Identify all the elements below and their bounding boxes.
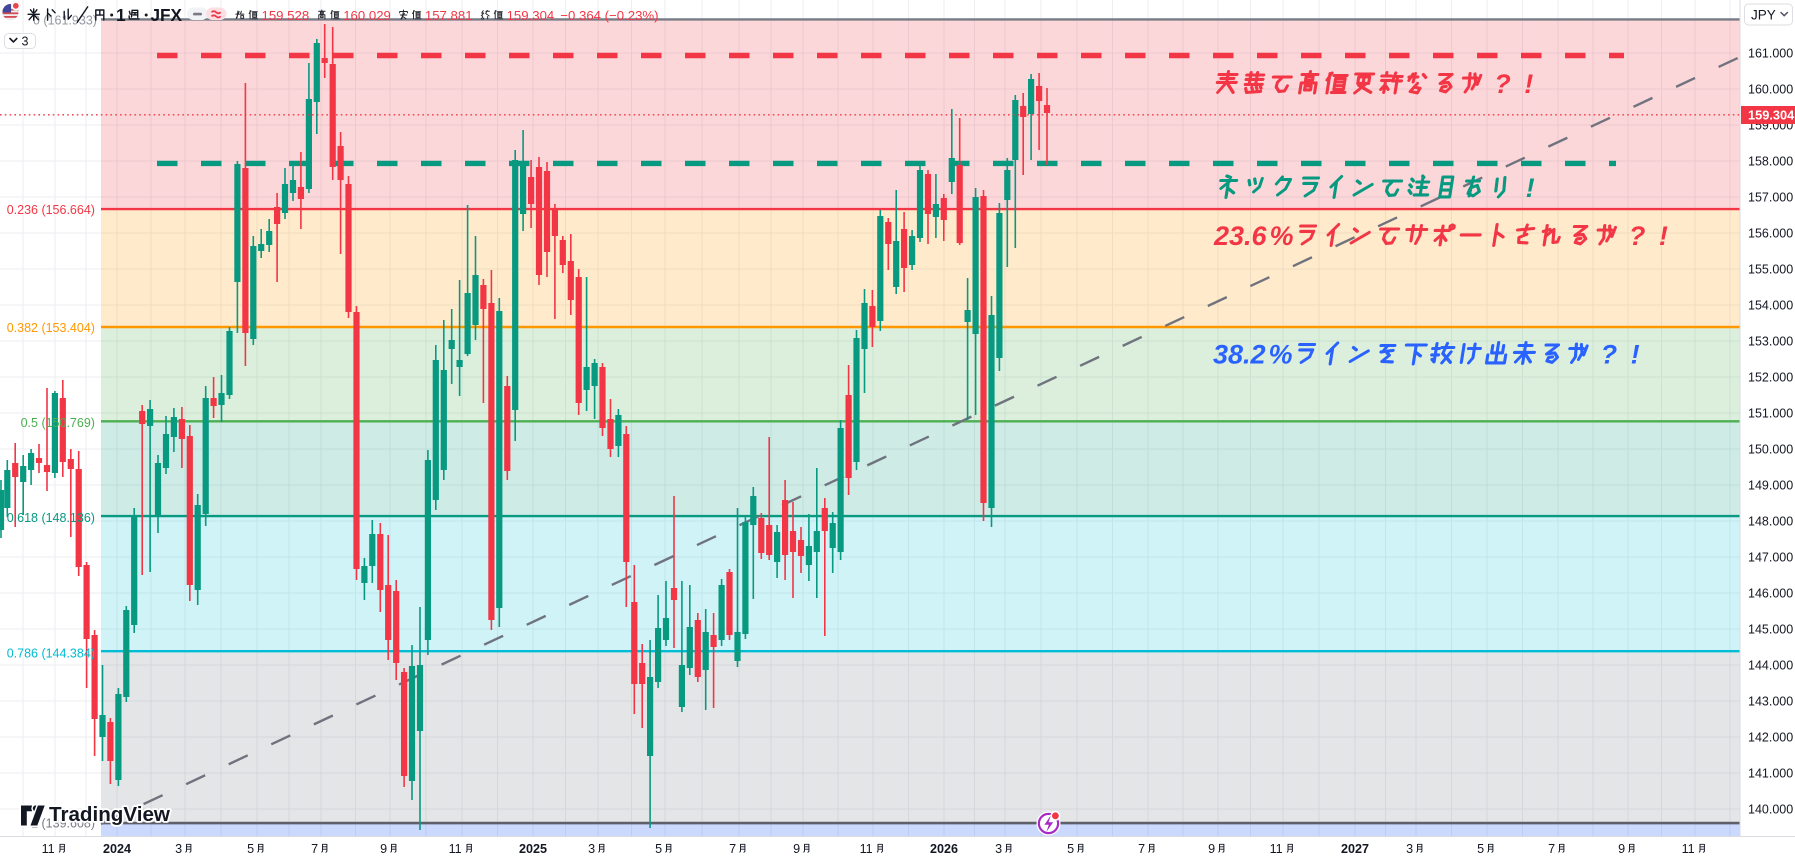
svg-text:159.528: 159.528 xyxy=(262,8,310,23)
svg-text:!: ! xyxy=(1526,173,1535,203)
svg-text:11: 11 xyxy=(42,842,55,856)
svg-text:?: ? xyxy=(1494,69,1511,99)
svg-text:3: 3 xyxy=(175,842,182,856)
svg-text:2026: 2026 xyxy=(930,842,958,856)
svg-text:9: 9 xyxy=(793,842,800,856)
svg-text:159.304: 159.304 xyxy=(507,8,555,23)
svg-text:146.000: 146.000 xyxy=(1748,586,1793,600)
svg-text:155.000: 155.000 xyxy=(1748,262,1793,276)
svg-text:?: ? xyxy=(1601,340,1618,370)
svg-text:149.000: 149.000 xyxy=(1748,478,1793,492)
svg-text:142.000: 142.000 xyxy=(1748,730,1793,744)
svg-text:11: 11 xyxy=(449,842,462,856)
svg-text:154.000: 154.000 xyxy=(1748,298,1793,312)
svg-text:1 (139.608): 1 (139.608) xyxy=(31,817,95,831)
svg-text:143.000: 143.000 xyxy=(1748,694,1793,708)
svg-text:3: 3 xyxy=(995,842,1002,856)
svg-text:153.000: 153.000 xyxy=(1748,334,1793,348)
svg-text:11: 11 xyxy=(1682,842,1695,856)
svg-text:!: ! xyxy=(1524,69,1533,99)
svg-text:9: 9 xyxy=(1208,842,1215,856)
svg-text:144.000: 144.000 xyxy=(1748,658,1793,672)
svg-text:?: ? xyxy=(1629,221,1646,251)
svg-text:2025: 2025 xyxy=(519,842,547,856)
svg-text:160.029: 160.029 xyxy=(343,8,391,23)
svg-text:140.000: 140.000 xyxy=(1748,802,1793,816)
svg-text:JPY: JPY xyxy=(1751,8,1776,23)
svg-text:151.000: 151.000 xyxy=(1748,406,1793,420)
svg-text:9: 9 xyxy=(1618,842,1625,856)
svg-text:%: % xyxy=(1269,340,1293,370)
svg-text:161.000: 161.000 xyxy=(1748,46,1793,60)
svg-text:7: 7 xyxy=(311,842,318,856)
svg-text:7: 7 xyxy=(1548,842,1555,856)
svg-text:2027: 2027 xyxy=(1341,842,1369,856)
svg-text:5: 5 xyxy=(655,842,662,856)
svg-text:5: 5 xyxy=(1477,842,1484,856)
svg-text:%: % xyxy=(1270,221,1294,251)
svg-text:145.000: 145.000 xyxy=(1748,622,1793,636)
svg-text:!: ! xyxy=(1631,340,1640,370)
svg-text:0.5 (150.769): 0.5 (150.769) xyxy=(21,416,95,430)
svg-text:159.304: 159.304 xyxy=(1748,108,1795,123)
svg-text:38.2: 38.2 xyxy=(1213,340,1266,370)
svg-text:1: 1 xyxy=(116,5,126,25)
svg-text:0.236 (156.664): 0.236 (156.664) xyxy=(7,203,95,217)
svg-text:150.000: 150.000 xyxy=(1748,442,1793,456)
svg-text:157.881: 157.881 xyxy=(425,8,473,23)
svg-text:3: 3 xyxy=(22,35,29,49)
svg-text:7: 7 xyxy=(1138,842,1145,856)
svg-text:11: 11 xyxy=(1270,842,1283,856)
svg-text:157.000: 157.000 xyxy=(1748,190,1793,204)
svg-text:148.000: 148.000 xyxy=(1748,514,1793,528)
svg-text:0.786 (144.384): 0.786 (144.384) xyxy=(7,646,95,660)
svg-text:2024: 2024 xyxy=(103,842,131,856)
svg-text:11: 11 xyxy=(860,842,873,856)
svg-text:!: ! xyxy=(1659,221,1668,251)
svg-text:160.000: 160.000 xyxy=(1748,82,1793,96)
svg-text:0.382 (153.404): 0.382 (153.404) xyxy=(7,321,95,335)
svg-text:23.6: 23.6 xyxy=(1213,221,1268,251)
svg-text:7: 7 xyxy=(729,842,736,856)
svg-text:5: 5 xyxy=(247,842,254,856)
svg-text:5: 5 xyxy=(1067,842,1074,856)
svg-text:JFX: JFX xyxy=(151,5,183,25)
svg-text:158.000: 158.000 xyxy=(1748,154,1793,168)
svg-text:−0.364 (−0.23%): −0.364 (−0.23%) xyxy=(560,8,658,23)
svg-text:156.000: 156.000 xyxy=(1748,226,1793,240)
svg-text:0.618 (148.136): 0.618 (148.136) xyxy=(7,511,95,525)
svg-text:9: 9 xyxy=(380,842,387,856)
svg-text:141.000: 141.000 xyxy=(1748,766,1793,780)
svg-text:3: 3 xyxy=(588,842,595,856)
svg-text:147.000: 147.000 xyxy=(1748,550,1793,564)
svg-text:TradingView: TradingView xyxy=(49,803,171,826)
svg-text:152.000: 152.000 xyxy=(1748,370,1793,384)
svg-text:0 (161.933): 0 (161.933) xyxy=(33,14,97,28)
svg-text:3: 3 xyxy=(1406,842,1413,856)
